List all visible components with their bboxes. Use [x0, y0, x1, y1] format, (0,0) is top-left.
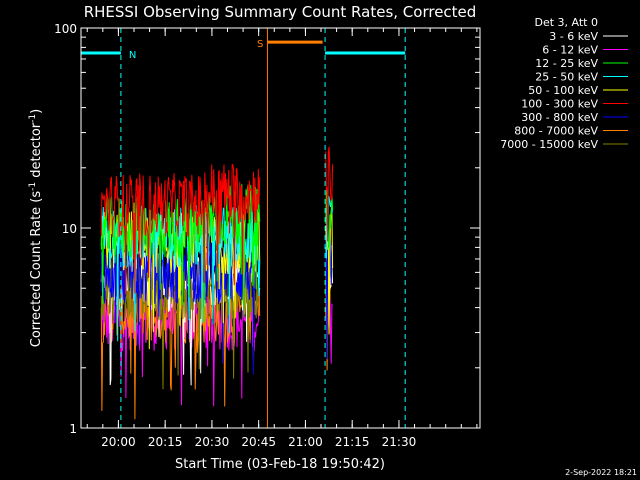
plot-area: NS [81, 28, 406, 428]
x-tick-label-2: 20:30 [195, 435, 230, 449]
y-tick-label-2: 100 [54, 22, 77, 36]
x-tick-label-5: 21:15 [335, 435, 370, 449]
x-tick-label-3: 20:45 [241, 435, 276, 449]
footer-date: 2-Sep-2022 18:21 [565, 468, 637, 477]
legend-label-6: 300 - 800 keV [521, 111, 598, 124]
legend-label-0: 3 - 6 keV [549, 30, 598, 43]
flag-label-2: S [257, 39, 263, 50]
series-line-2-0 [100, 184, 261, 323]
x-tick-label-6: 21:30 [382, 435, 417, 449]
axes: 20:00 20:15 20:30 20:45 21:00 21:15 21:30 1 10 10… [54, 22, 481, 449]
legend-label-5: 100 - 300 keV [521, 98, 598, 111]
chart-title: RHESSI Observing Summary Count Rates, Co… [84, 3, 477, 21]
series-line-5-0 [100, 163, 261, 295]
legend-header: Det 3, Att 0 [535, 16, 599, 29]
y-axis-label: Corrected Count Rate (s-1 detector-1) [28, 109, 44, 347]
series-line-5-1 [325, 146, 334, 242]
x-tick-label-0: 20:00 [101, 435, 136, 449]
y-tick-label-1: 10 [62, 222, 77, 236]
y-tick-label-0: 1 [69, 422, 77, 436]
x-tick-label-4: 21:00 [288, 435, 323, 449]
legend-label-8: 7000 - 15000 keV [500, 138, 598, 151]
legend-label-3: 25 - 50 keV [535, 71, 598, 84]
legend-label-2: 12 - 25 keV [535, 57, 598, 70]
x-axis-label: Start Time (03-Feb-18 19:50:42) [175, 457, 385, 472]
x-tick-label-1: 20:15 [148, 435, 183, 449]
legend-label-7: 800 - 7000 keV [514, 125, 598, 138]
legend-label-1: 6 - 12 keV [542, 44, 598, 57]
legend-label-4: 50 - 100 keV [528, 84, 598, 97]
flag-label-0: N [129, 50, 136, 61]
